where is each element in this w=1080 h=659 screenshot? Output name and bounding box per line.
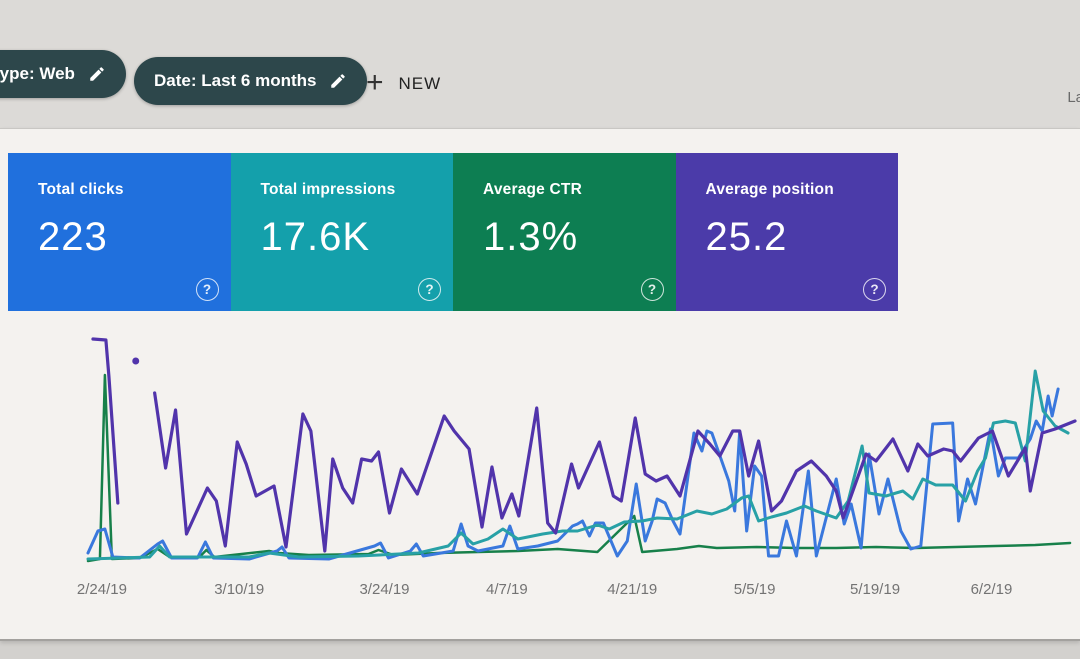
card-label: Total clicks <box>38 181 124 198</box>
performance-panel: Total clicks 223 ? Total impressions 17.… <box>0 128 1080 641</box>
filter-chip-date-range[interactable]: Date: Last 6 months <box>134 57 368 105</box>
filter-chip-search-type[interactable]: type: Web <box>0 50 126 98</box>
card-label: Average position <box>705 181 834 198</box>
metric-card-total-clicks[interactable]: Total clicks 223 ? <box>8 153 231 311</box>
card-value: 25.2 <box>705 215 788 259</box>
help-icon[interactable]: ? <box>863 278 886 301</box>
filter-chip-label: Date: Last 6 months <box>154 71 317 90</box>
x-axis: 2/24/19 3/10/19 3/24/19 4/7/19 4/21/19 5… <box>77 581 1080 603</box>
top-bezel <box>0 0 1080 48</box>
chart-canvas[interactable] <box>85 331 1080 571</box>
metric-cards: Total clicks 223 ? Total impressions 17.… <box>8 153 898 311</box>
card-label: Total impressions <box>260 181 396 198</box>
metric-card-average-ctr[interactable]: Average CTR 1.3% ? <box>453 153 676 311</box>
card-label: Average CTR <box>483 181 582 198</box>
x-axis-label: 4/7/19 <box>486 581 528 598</box>
x-axis-label: 4/21/19 <box>607 581 658 598</box>
help-icon[interactable]: ? <box>640 278 664 301</box>
performance-chart[interactable]: 2/24/19 3/10/19 3/24/19 4/7/19 4/21/19 5… <box>77 331 1080 607</box>
card-value: 223 <box>38 215 108 259</box>
pencil-icon <box>88 65 106 83</box>
new-filter-button[interactable]: + NEW <box>360 60 447 108</box>
card-value: 17.6K <box>260 215 371 259</box>
new-filter-label: NEW <box>398 74 442 93</box>
plus-icon: + <box>366 65 385 99</box>
metric-card-average-position[interactable]: Average position 25.2 ? <box>675 153 898 311</box>
card-value: 1.3% <box>483 215 579 259</box>
last-updated-text: La <box>1067 89 1080 106</box>
x-axis-label: 6/2/19 <box>970 581 1013 598</box>
x-axis-label: 3/10/19 <box>214 581 265 598</box>
x-axis-label: 5/19/19 <box>849 581 901 598</box>
metric-card-total-impressions[interactable]: Total impressions 17.6K ? <box>230 153 453 311</box>
filter-chip-label: type: Web <box>0 64 75 83</box>
x-axis-label: 2/24/19 <box>76 581 127 598</box>
help-icon[interactable]: ? <box>195 278 219 301</box>
bottom-bezel <box>0 638 1080 659</box>
pencil-icon <box>329 72 347 90</box>
x-axis-label: 3/24/19 <box>359 581 410 598</box>
help-icon[interactable]: ? <box>418 278 441 301</box>
x-axis-label: 5/5/19 <box>733 581 776 598</box>
